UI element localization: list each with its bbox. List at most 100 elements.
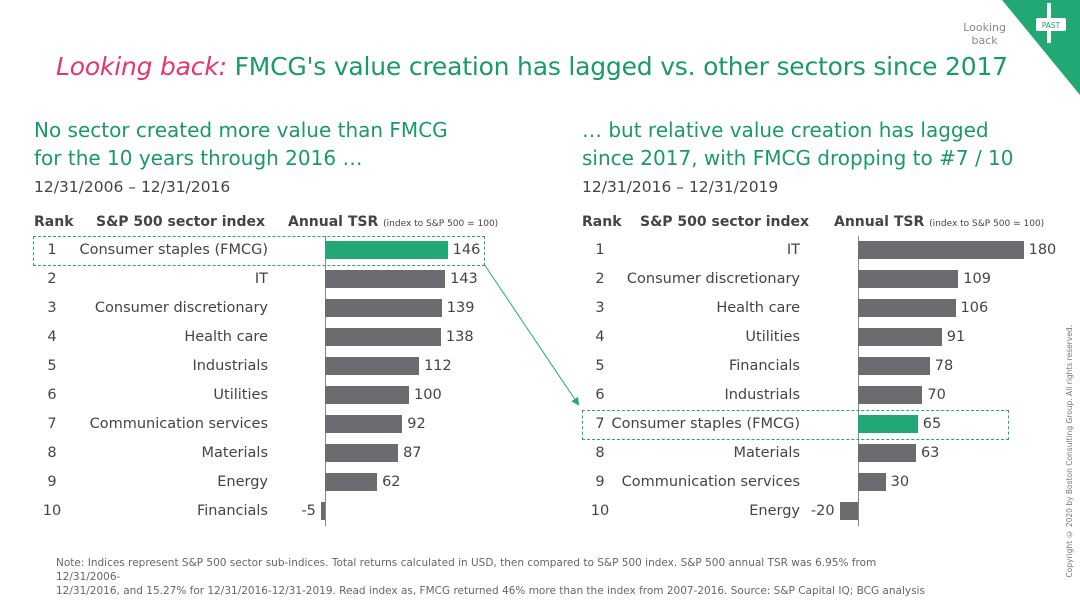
right-value-label: 65 xyxy=(922,416,942,432)
looking-back-label: Looking back xyxy=(963,21,1006,47)
page-title: Looking back: FMCG's value creation has … xyxy=(56,52,1008,81)
right-subtitle-line2: since 2017, with FMCG dropping to #7 / 1… xyxy=(582,146,1014,170)
right-row: 6 Industrials 70 xyxy=(0,381,1080,410)
left-col-tsr: Annual TSR (index to S&P 500 = 100) xyxy=(288,214,498,230)
right-value-label: 91 xyxy=(946,329,966,345)
left-sector-label: Industrials xyxy=(192,358,268,374)
right-value-label: 106 xyxy=(960,300,989,316)
right-sector-label: Materials xyxy=(733,445,800,461)
left-sector-label: Communication services xyxy=(89,416,268,432)
right-sector-label: Industrials xyxy=(724,387,800,403)
right-col-tsr-note: (index to S&P 500 = 100) xyxy=(929,219,1045,229)
left-rank: 6 xyxy=(47,387,57,403)
left-col-tsr-label: Annual TSR xyxy=(288,214,379,230)
right-date-range: 12/31/2016 – 12/31/2019 xyxy=(582,178,779,196)
left-value-label: 100 xyxy=(414,387,442,403)
left-value-label: 92 xyxy=(407,416,426,432)
left-row: 10 Financials -5 xyxy=(0,497,540,526)
right-value-label: 30 xyxy=(890,474,910,490)
right-highlight-box xyxy=(582,410,1009,440)
left-col-tsr-note: (index to S&P 500 = 100) xyxy=(383,219,499,229)
left-row: 4 Health care 138 xyxy=(0,323,540,352)
right-col-tsr: Annual TSR (index to S&P 500 = 100) xyxy=(834,214,1044,230)
right-rank: 8 xyxy=(595,445,605,461)
left-bar xyxy=(325,328,441,346)
left-rank: 1 xyxy=(47,242,57,258)
left-bar xyxy=(325,415,403,433)
left-value-label: 112 xyxy=(424,358,452,374)
right-rank: 9 xyxy=(595,474,605,490)
left-rank: 3 xyxy=(47,300,57,316)
left-value-label: 139 xyxy=(446,300,475,316)
right-bar xyxy=(858,444,916,462)
left-subtitle-line1: No sector created more value than FMCG xyxy=(34,118,448,142)
looking-back-line2: back xyxy=(971,34,998,47)
copyright: Copyright © 2020 by Boston Consulting Gr… xyxy=(1065,325,1074,578)
right-value-label: 180 xyxy=(1028,242,1057,258)
left-sector-label: Utilities xyxy=(213,387,268,403)
footnote-line2: 12/31/2016, and 15.27% for 12/31/2016-12… xyxy=(56,585,925,597)
left-row: 2 IT 143 xyxy=(0,265,540,294)
right-rank: 7 xyxy=(595,416,605,432)
left-rank: 8 xyxy=(47,445,57,461)
left-bar xyxy=(325,473,378,491)
right-row: 9 Communication services 30 xyxy=(0,468,1080,497)
left-bar xyxy=(320,502,325,520)
right-col-rank: Rank xyxy=(582,214,622,230)
left-sector-label: Financials xyxy=(196,503,268,519)
right-sector-label: Health care xyxy=(716,300,800,316)
left-sector-label: Energy xyxy=(217,474,268,490)
left-sector-label: Consumer discretionary xyxy=(94,300,268,316)
left-bar xyxy=(325,299,442,317)
left-bar xyxy=(325,270,446,288)
left-rank: 10 xyxy=(42,503,62,519)
right-rank: 5 xyxy=(595,358,605,374)
left-value-label: 146 xyxy=(452,242,481,258)
right-rank: 10 xyxy=(590,503,610,519)
right-row: 3 Health care 106 xyxy=(0,294,1080,323)
right-rank: 2 xyxy=(595,271,605,287)
left-row: 3 Consumer discretionary 139 xyxy=(0,294,540,323)
right-bar xyxy=(858,270,959,288)
right-subtitle-line1: … but relative value creation has lagged xyxy=(582,118,989,142)
left-subtitle: No sector created more value than FMCG f… xyxy=(34,116,448,172)
left-row: 9 Energy 62 xyxy=(0,468,540,497)
right-sector-label: Utilities xyxy=(745,329,800,345)
right-sector-label: Financials xyxy=(728,358,800,374)
left-rank: 9 xyxy=(47,474,57,490)
right-bar xyxy=(858,386,923,404)
right-chart: 1 IT 180 2 Consumer discretionary 109 3 Health … xyxy=(0,236,1080,526)
left-chart: 1 Consumer staples (FMCG) 146 2 IT 143 3 Consum… xyxy=(0,0,540,540)
left-value-label: 143 xyxy=(450,271,478,287)
page-title-rest: FMCG's value creation has lagged vs. oth… xyxy=(226,52,1008,81)
right-col-tsr-label: Annual TSR xyxy=(834,214,925,230)
right-bar xyxy=(858,328,942,346)
left-value-label: -5 xyxy=(301,503,316,519)
left-date-range: 12/31/2006 – 12/31/2016 xyxy=(34,178,231,196)
right-value-label: 109 xyxy=(963,271,991,287)
page-title-highlight: Looking back: xyxy=(56,52,227,81)
right-row: 8 Materials 63 xyxy=(0,439,1080,468)
left-bar xyxy=(325,386,409,404)
right-value-label: 63 xyxy=(920,445,940,461)
left-sector-label: Materials xyxy=(201,445,268,461)
right-rank: 4 xyxy=(595,329,605,345)
right-bar xyxy=(858,473,886,491)
left-sector-label: Health care xyxy=(184,329,268,345)
right-bar xyxy=(858,299,956,317)
right-row: 7 Consumer staples (FMCG) 65 xyxy=(0,410,1080,439)
left-row: 5 Industrials 112 xyxy=(0,352,540,381)
footnote: Note: Indices represent S&P 500 sector s… xyxy=(56,556,936,598)
past-badge-text: PAST xyxy=(1042,21,1061,30)
left-row: 6 Utilities 100 xyxy=(0,381,540,410)
footnote-line1: Note: Indices represent S&P 500 sector s… xyxy=(56,557,877,583)
right-sector-label: Energy xyxy=(749,503,800,519)
right-sector-label: Communication services xyxy=(621,474,800,490)
left-subtitle-line2: for the 10 years through 2016 … xyxy=(34,146,363,170)
right-bar xyxy=(839,502,858,520)
right-bar xyxy=(858,415,918,433)
left-rank: 2 xyxy=(47,271,57,287)
left-rank: 7 xyxy=(47,416,57,432)
left-bar xyxy=(325,357,420,375)
left-value-label: 138 xyxy=(445,329,474,345)
